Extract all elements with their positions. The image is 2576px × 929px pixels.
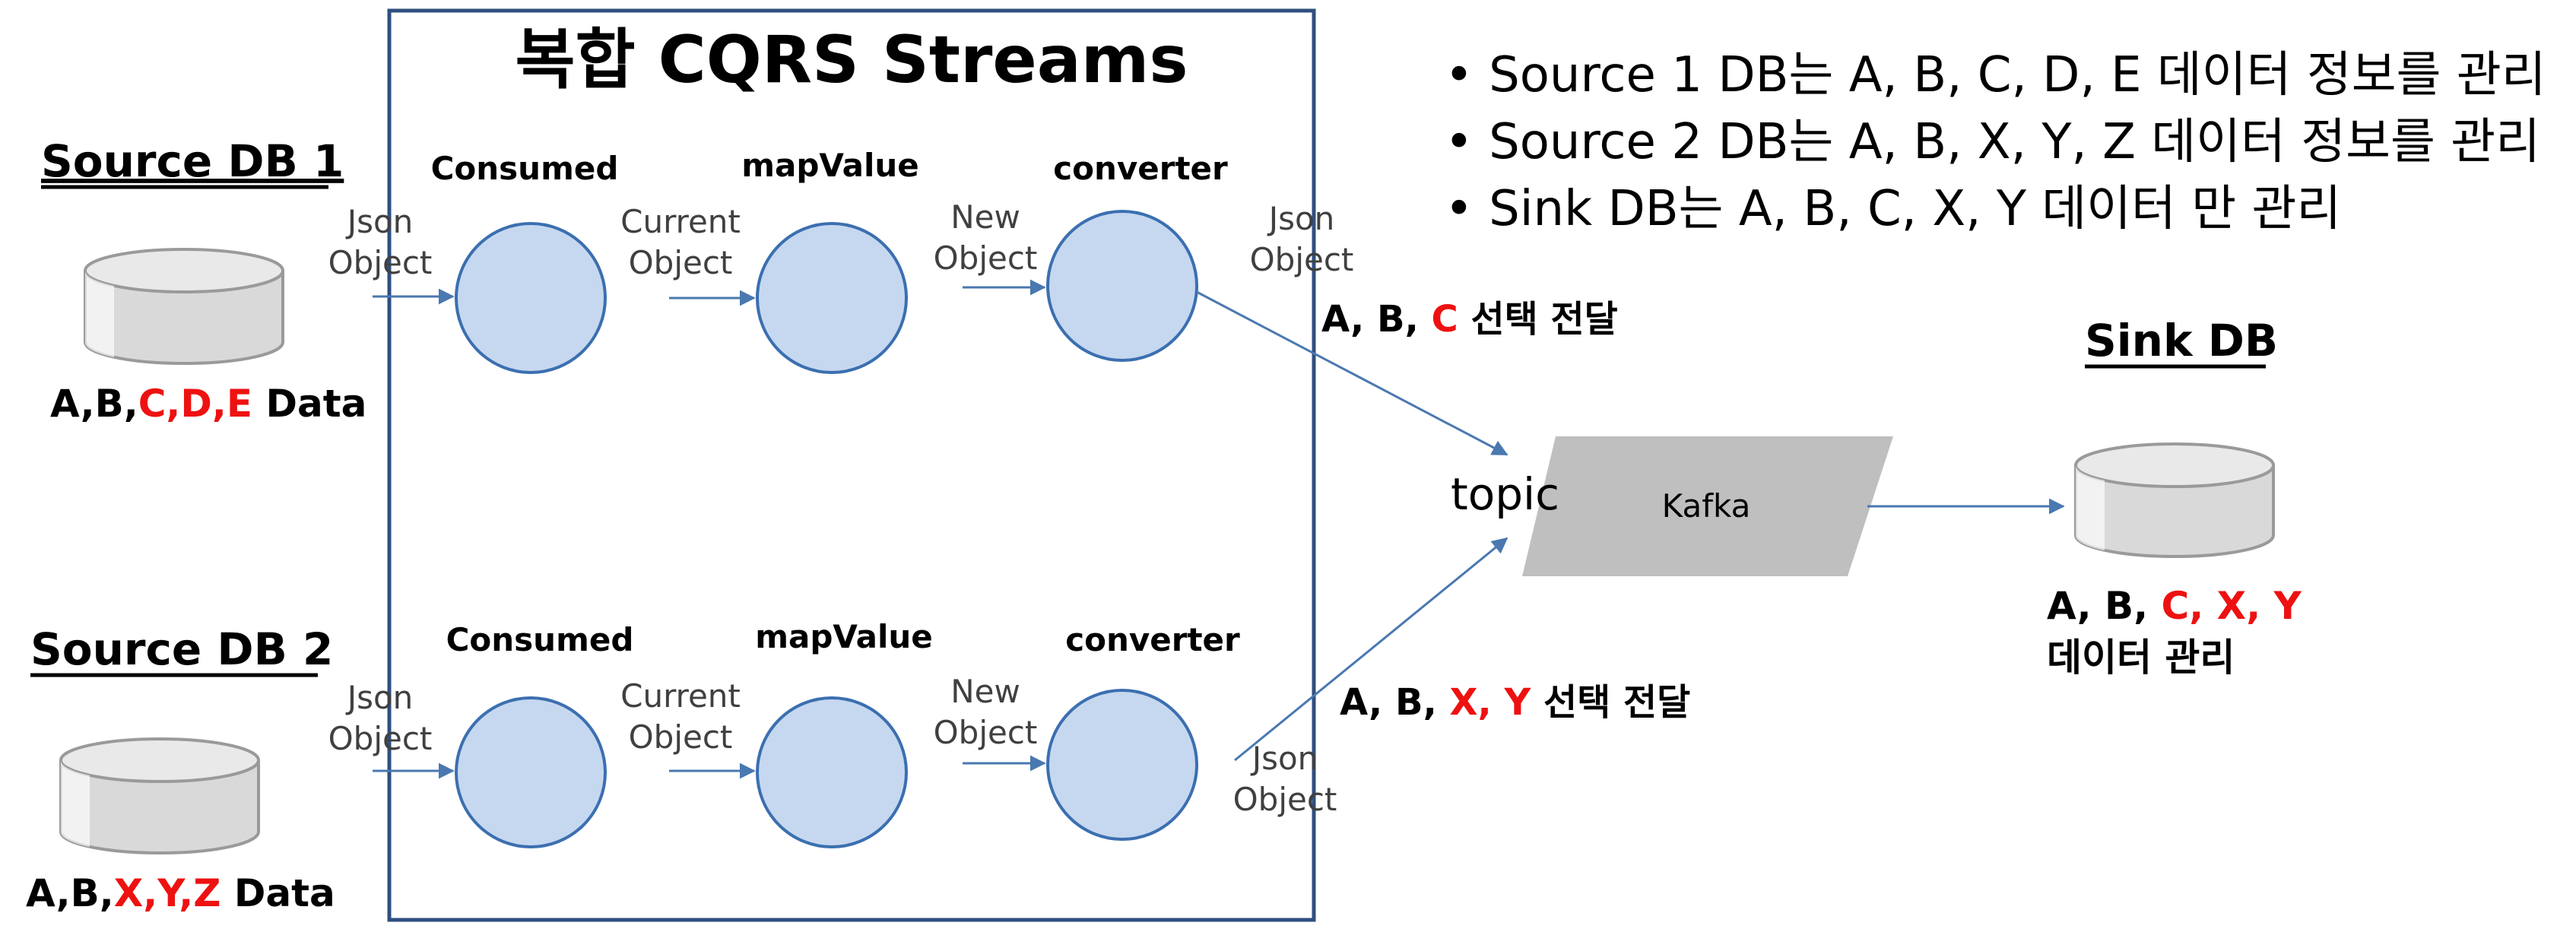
- source-db-1-data-suffix: Data: [252, 382, 366, 426]
- sink-db-data-line2: 데이터 관리: [2047, 636, 2235, 680]
- kafka-label: Kafka: [1662, 487, 1751, 525]
- consumed-node: [455, 222, 607, 374]
- edge-label: Current Object: [620, 203, 741, 281]
- edge-arrow: [1196, 290, 1508, 456]
- kafka-shape: [1522, 436, 1893, 576]
- stream-2-output-label: A, B, X, Y 선택 전달: [1340, 681, 1690, 724]
- source-db-1: Source DB 1 A,B,C,D,E Data: [41, 135, 366, 426]
- source-db-1-data-prefix: A,B,: [50, 382, 138, 426]
- converter-node: [1046, 689, 1198, 841]
- node-label-mapvalue: mapValue: [741, 147, 919, 184]
- mapvalue-node: [756, 696, 908, 848]
- source-db-1-data-highlight: C,D,E: [138, 382, 252, 426]
- source-db-2-data: A,B,X,Y,Z Data: [26, 871, 335, 915]
- converter-node: [1046, 210, 1198, 362]
- kafka-topic: Kafka topic: [1451, 436, 1893, 576]
- source-db-1-title: Source DB 1: [41, 135, 344, 187]
- consumed-node: [455, 696, 607, 848]
- source-db-2-data-highlight: X,Y,Z: [114, 871, 221, 915]
- stream-1-output-label: A, B, C 선택 전달: [1321, 298, 1618, 341]
- node-label-converter: converter: [1053, 150, 1228, 187]
- node-label-mapvalue: mapValue: [755, 618, 933, 655]
- stream-2: Consumed mapValue converter Json Object C…: [328, 537, 1690, 848]
- note-item: • Sink DB는 A, B, C, X, Y 데이터 만 관리: [1445, 181, 2341, 237]
- edge-label: Json Object: [1250, 200, 1354, 278]
- source-db-1-data: A,B,C,D,E Data: [50, 382, 366, 426]
- note-item: • Source 1 DB는 A, B, C, D, E 데이터 정보를 관리: [1445, 47, 2546, 103]
- node-label-consumed: Consumed: [431, 150, 619, 187]
- database-icon: [84, 248, 284, 365]
- edge-label: Json Object: [328, 203, 433, 281]
- streams-frame: [387, 8, 1316, 922]
- sink-db-title: Sink DB: [2085, 315, 2278, 366]
- notes-list: • Source 1 DB는 A, B, C, D, E 데이터 정보를 관리 …: [1445, 47, 2546, 237]
- edge-label: Json Object: [1233, 740, 1337, 818]
- mapvalue-node: [756, 222, 908, 374]
- database-icon: [2074, 442, 2275, 558]
- sink-db: Sink DB A, B, C, X, Y 데이터 관리: [2047, 315, 2302, 680]
- note-item: • Source 2 DB는 A, B, X, Y, Z 데이터 정보를 관리: [1445, 114, 2540, 170]
- diagram-title: 복합 CQRS Streams: [515, 22, 1188, 98]
- edge-label: Current Object: [620, 677, 741, 756]
- node-label-consumed: Consumed: [446, 621, 634, 658]
- sink-db-data: A, B, C, X, Y: [2047, 584, 2302, 628]
- edge-arrow: [1234, 537, 1508, 762]
- database-icon: [59, 737, 260, 854]
- source-db-2-data-suffix: Data: [220, 871, 335, 915]
- source-db-2-data-prefix: A,B,: [26, 871, 114, 915]
- edge-label: Json Object: [328, 679, 433, 757]
- edge-label: New Object: [934, 198, 1038, 277]
- source-db-2-title: Source DB 2: [30, 623, 333, 675]
- topic-label: topic: [1451, 468, 1559, 520]
- stream-1: Consumed mapValue converter Json Object C…: [328, 147, 1618, 456]
- edge-label: New Object: [934, 673, 1038, 751]
- node-label-converter: converter: [1065, 621, 1240, 658]
- source-db-2: Source DB 2 A,B,X,Y,Z Data: [26, 623, 335, 915]
